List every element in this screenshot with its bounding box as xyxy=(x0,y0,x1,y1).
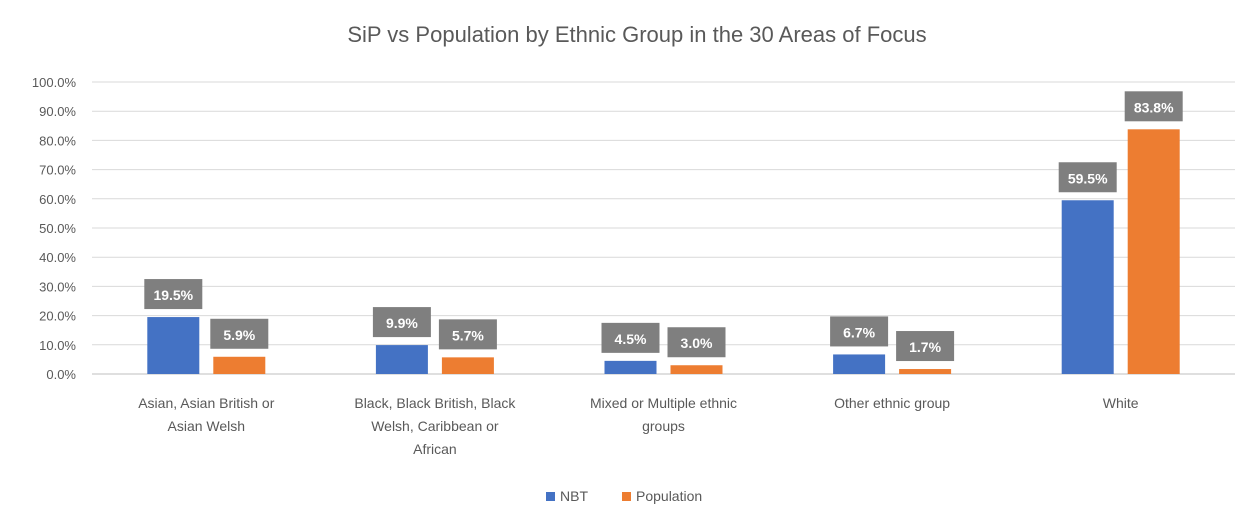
category-label: White xyxy=(1103,395,1139,411)
bar-nbt xyxy=(1061,200,1114,374)
data-label: 19.5% xyxy=(153,287,193,303)
y-tick-label: 20.0% xyxy=(39,309,76,324)
data-label: 6.7% xyxy=(843,324,875,340)
y-tick-label: 70.0% xyxy=(39,163,76,178)
y-tick-label: 100.0% xyxy=(32,75,77,90)
y-tick-label: 0.0% xyxy=(46,367,76,382)
data-label-box xyxy=(601,322,660,353)
data-label: 1.7% xyxy=(909,339,941,355)
data-label-box xyxy=(667,327,726,358)
bar-nbt xyxy=(147,317,200,374)
y-tick-label: 40.0% xyxy=(39,250,76,265)
bar-population xyxy=(899,369,952,374)
category-label: groups xyxy=(642,418,685,434)
bar-population xyxy=(441,357,494,374)
legend: NBT Population xyxy=(546,488,702,504)
chart-title: SiP vs Population by Ethnic Group in the… xyxy=(347,22,926,47)
data-label: 5.9% xyxy=(223,327,255,343)
data-label-box xyxy=(144,279,203,310)
data-label: 59.5% xyxy=(1068,170,1108,186)
bar-population xyxy=(1127,129,1180,374)
y-tick-label: 30.0% xyxy=(39,279,76,294)
bars: 19.5% 9.9% 4.5% 6.7% 59.5% 5.9% 5.7% 3.0% 1.7% 83… xyxy=(144,91,1183,374)
category-label: Asian, Asian British or xyxy=(138,395,275,411)
y-tick-label: 90.0% xyxy=(39,104,76,119)
bar-nbt xyxy=(604,360,657,374)
bar-nbt xyxy=(833,354,886,374)
y-tick-label: 10.0% xyxy=(39,338,76,353)
y-tick-label: 50.0% xyxy=(39,221,76,236)
category-label: Mixed or Multiple ethnic xyxy=(590,395,737,411)
category-label: African xyxy=(413,441,457,457)
bar-population xyxy=(670,365,723,374)
data-label-box xyxy=(210,318,269,349)
category-label: Asian Welsh xyxy=(168,418,246,434)
data-label-box xyxy=(372,307,431,338)
data-label-box xyxy=(1058,162,1117,193)
data-label-box xyxy=(1124,91,1183,122)
legend-label-nbt: NBT xyxy=(560,488,588,504)
bar-population xyxy=(213,356,266,374)
data-label: 83.8% xyxy=(1134,99,1174,115)
category-label: Other ethnic group xyxy=(834,395,950,411)
bar-nbt xyxy=(375,345,428,374)
gridlines xyxy=(92,81,1235,375)
data-label-box xyxy=(830,316,889,347)
y-tick-label: 60.0% xyxy=(39,192,76,207)
legend-label-population: Population xyxy=(636,488,702,504)
data-label: 5.7% xyxy=(452,327,484,343)
data-label: 4.5% xyxy=(615,331,647,347)
legend-swatch-nbt xyxy=(546,492,555,501)
data-label-box xyxy=(896,331,955,362)
legend-swatch-population xyxy=(622,492,631,501)
y-tick-label: 80.0% xyxy=(39,133,76,148)
x-axis: Asian, Asian British or Asian Welsh Black,… xyxy=(138,395,1139,457)
data-label: 3.0% xyxy=(681,335,713,351)
category-label: Black, Black British, Black xyxy=(354,395,516,411)
category-label: Welsh, Caribbean or xyxy=(371,418,499,434)
data-label-box xyxy=(438,319,497,350)
data-label: 9.9% xyxy=(386,315,418,331)
y-axis: 0.0% 10.0% 20.0% 30.0% 40.0% 50.0% 60.0% 70.0% 8… xyxy=(32,75,77,382)
